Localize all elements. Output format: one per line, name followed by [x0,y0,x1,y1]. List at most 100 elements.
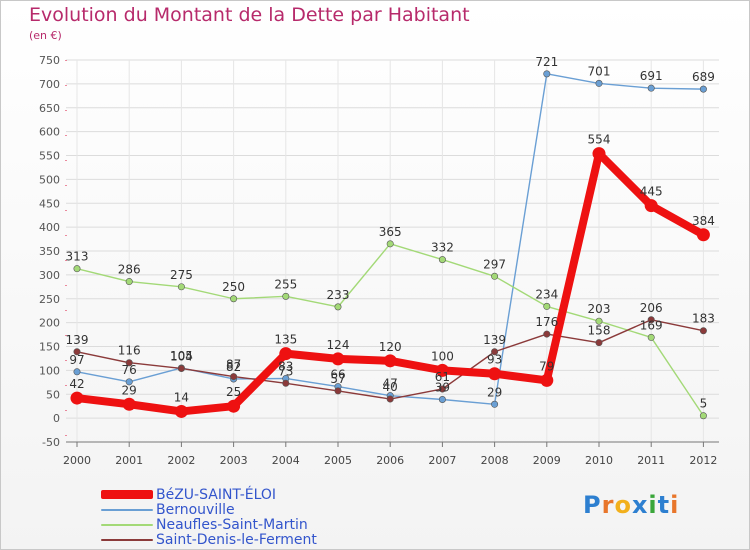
data-point-bezu-2007 [435,363,449,377]
data-point-neaufles-2010 [595,317,603,325]
y-tick-label-300: 300 [39,269,60,282]
legend-item-bezu: BéZU-SAINT-ÉLOI [101,486,431,503]
y-tick-label-150: 150 [39,341,60,354]
data-point-neaufles-2000 [73,265,81,273]
data-label-bernouville-2011: 691 [640,69,663,83]
data-point-neaufles-2012 [699,412,707,420]
data-point-bezu-2008 [488,367,502,381]
data-label-bernouville-2010: 701 [588,64,611,78]
data-label-bezu-2006: 120 [379,340,402,354]
data-label-saint-denis-2009: 176 [535,315,558,329]
data-label-saint-denis-2007: 61 [435,370,450,384]
data-label-neaufles-2002: 275 [170,268,193,282]
data-label-neaufles-2001: 286 [118,263,141,277]
data-point-bernouville-2007 [438,396,446,404]
data-label-bernouville-2008: 29 [487,385,502,399]
x-tick-label-2006: 2006 [376,454,404,467]
data-label-bernouville-2003: 82 [226,360,241,374]
data-point-saint-denis-2011 [647,316,655,324]
data-label-bezu-2001: 29 [122,383,137,397]
data-point-bernouville-2009 [543,70,551,78]
data-label-saint-denis-2006: 40 [383,380,398,394]
logo-letter: t [657,491,671,519]
data-point-bezu-2001 [122,397,136,411]
data-label-saint-denis-2008: 139 [483,333,506,347]
x-tick-label-2001: 2001 [115,454,143,467]
data-label-bezu-2000: 42 [69,377,84,391]
data-label-saint-denis-2003: 87 [226,358,241,372]
y-tick-label-650: 650 [39,102,60,115]
data-point-bernouville-2010 [595,79,603,87]
data-label-neaufles-2007: 332 [431,241,454,255]
data-point-saint-denis-2005 [334,387,342,395]
data-label-saint-denis-2000: 139 [66,333,89,347]
data-label-saint-denis-2004: 73 [278,364,293,378]
data-label-bernouville-2002: 105 [170,349,193,363]
logo-letter: x [631,491,649,519]
data-point-bernouville-2012 [699,85,707,93]
y-tick-label-350: 350 [39,245,60,258]
data-label-neaufles-2012: 5 [700,397,708,411]
logo-letter: P [583,491,602,519]
data-label-bezu-2002: 14 [174,390,189,404]
data-point-saint-denis-2009 [543,330,551,338]
y-tick-label--50: -50 [42,436,60,449]
proxiti-logo: Proxiti [583,491,679,519]
data-label-bernouville-2004: 83 [278,359,293,373]
data-point-bezu-2005 [331,352,345,366]
data-label-neaufles-2008: 297 [483,257,506,271]
legend-item-saint-denis: Saint-Denis-le-Ferment [101,532,431,548]
x-tick-label-2003: 2003 [220,454,248,467]
legend-label-bezu: BéZU-SAINT-ÉLOI [156,486,277,503]
y-tick-label-700: 700 [39,78,60,91]
legend-item-neaufles: Neaufles-Saint-Martin [101,516,431,533]
data-label-bernouville-2012: 689 [692,70,715,84]
data-label-bezu-2011: 445 [640,185,663,199]
y-tick-label-100: 100 [39,364,60,377]
y-tick-label-750: 750 [39,54,60,67]
data-point-neaufles-2008 [491,272,499,280]
legend-label-neaufles: Neaufles-Saint-Martin [156,516,308,533]
data-point-saint-denis-2006 [386,395,394,403]
data-label-bernouville-2000: 97 [69,353,84,367]
data-label-bezu-2010: 554 [588,133,611,147]
data-point-neaufles-2003 [230,295,238,303]
data-label-neaufles-2011: 169 [640,318,663,332]
data-point-bezu-2010 [592,147,606,161]
x-tick-label-2009: 2009 [533,454,561,467]
logo-letter: o [614,491,632,519]
x-tick-label-2004: 2004 [272,454,300,467]
legend-item-bernouville: Bernouville [101,502,431,518]
data-point-bernouville-2001 [125,378,133,386]
data-point-neaufles-2001 [125,278,133,286]
data-label-saint-denis-2012: 183 [692,312,715,326]
legend: BéZU-SAINT-ÉLOI Bernouville Neaufles-Sai… [101,486,431,548]
data-label-bezu-2007: 100 [431,349,454,363]
x-tick-label-2012: 2012 [689,454,717,467]
data-point-bezu-2006 [383,354,397,368]
data-label-neaufles-2000: 313 [66,250,89,264]
data-point-bezu-2011 [644,199,658,213]
y-tick-label-400: 400 [39,221,60,234]
data-point-neaufles-2004 [282,292,290,300]
legend-swatch-neaufles [101,523,153,526]
x-tick-label-2002: 2002 [167,454,195,467]
data-point-bernouville-2008 [491,400,499,408]
data-point-neaufles-2002 [177,283,185,291]
data-point-bezu-2003 [227,399,241,413]
legend-swatch-saint-denis [101,538,153,541]
y-tick-label-500: 500 [39,173,60,186]
data-label-bezu-2008: 93 [487,353,502,367]
data-label-bezu-2012: 384 [692,214,715,228]
y-tick-label-600: 600 [39,126,60,139]
data-point-saint-denis-2002 [177,364,185,372]
data-label-bezu-2009: 79 [539,359,554,373]
legend-swatch-bezu [101,490,153,499]
y-tick-label-0: 0 [53,412,60,425]
data-label-neaufles-2010: 203 [588,302,611,316]
y-tick-label-250: 250 [39,293,60,306]
x-tick-label-2000: 2000 [63,454,91,467]
data-label-bernouville-2005: 66 [330,368,345,382]
